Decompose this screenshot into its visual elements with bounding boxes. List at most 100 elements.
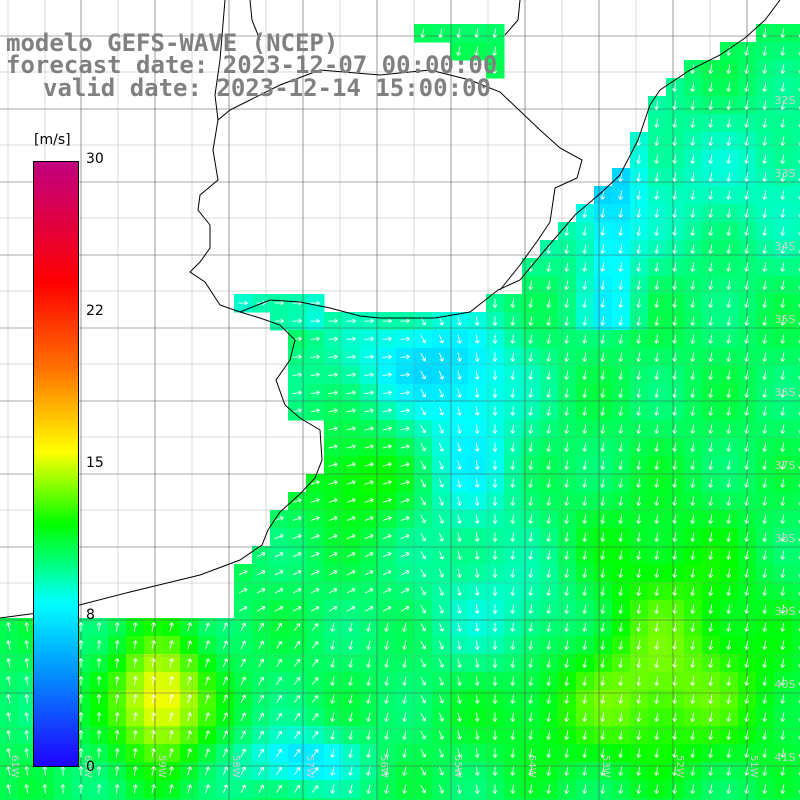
wind-vector-arrow [726, 136, 732, 146]
wind-vector-arrow [726, 406, 732, 416]
wind-vector-arrow [762, 784, 768, 794]
wind-vector-arrow [258, 658, 265, 668]
wind-vector-arrow [293, 640, 301, 649]
wind-speed-cell [792, 402, 800, 421]
wind-vector-arrow [744, 118, 750, 128]
wind-vector-arrow [348, 622, 353, 632]
wind-vector-arrow [600, 280, 606, 290]
wind-vector-arrow [400, 516, 410, 521]
wind-vector-arrow [311, 659, 319, 667]
wind-vector-arrow [222, 712, 229, 722]
wind-vector-arrow [346, 462, 356, 467]
wind-vector-arrow [528, 604, 534, 614]
wind-vector-arrow [328, 462, 338, 467]
wind-vector-arrow [204, 766, 210, 776]
wind-vector-arrow [510, 352, 516, 362]
wind-vector-arrow [726, 82, 732, 92]
wind-vector-arrow [636, 334, 642, 344]
wind-vector-arrow [492, 460, 498, 470]
wind-vector-arrow [708, 280, 714, 290]
wind-vector-arrow [457, 352, 462, 362]
wind-vector-arrow [510, 460, 516, 470]
wind-vector-arrow [276, 622, 283, 632]
wind-vector-arrow [420, 676, 427, 686]
wind-vector-arrow [762, 532, 768, 542]
wind-vector-arrow [420, 604, 427, 614]
wind-vector-arrow [528, 712, 534, 722]
wind-vector-arrow [600, 298, 606, 308]
wind-vector-arrow [528, 460, 534, 470]
wind-vector-arrow [690, 388, 696, 398]
wind-vector-arrow [654, 532, 660, 542]
wind-vector-arrow [457, 586, 462, 596]
wind-vector-arrow [346, 516, 356, 521]
wind-vector-arrow [618, 766, 624, 776]
wind-vector-arrow [187, 766, 192, 776]
wind-vector-arrow [474, 694, 480, 704]
wind-vector-arrow [708, 658, 714, 668]
wind-speed-cell [792, 762, 800, 781]
wind-vector-arrow [293, 658, 301, 667]
wind-speed-cell [432, 798, 451, 800]
wind-vector-arrow [457, 730, 462, 740]
wind-speed-cell [414, 798, 433, 800]
wind-vector-arrow [528, 622, 534, 632]
wind-vector-arrow [510, 676, 516, 686]
wind-vector-arrow [582, 298, 588, 308]
wind-vector-arrow [310, 318, 320, 324]
wind-vector-arrow [364, 462, 374, 467]
wind-vector-arrow [438, 388, 444, 398]
wind-vector-arrow [457, 460, 462, 470]
wind-vector-arrow [672, 658, 678, 668]
wind-vector-arrow [438, 640, 444, 650]
wind-vector-arrow [402, 640, 407, 650]
wind-speed-cell [252, 798, 271, 800]
wind-vector-arrow [169, 640, 174, 650]
wind-vector-arrow [546, 532, 552, 542]
wind-vector-arrow [474, 406, 480, 416]
wind-vector-arrow [654, 478, 660, 488]
wind-vector-arrow [222, 694, 229, 704]
wind-vector-arrow [546, 676, 552, 686]
wind-vector-arrow [240, 694, 247, 704]
wind-vector-arrow [618, 424, 624, 434]
wind-vector-arrow [636, 244, 642, 254]
wind-speed-cell [342, 798, 361, 800]
wind-vector-arrow [438, 658, 444, 668]
wind-vector-arrow [780, 604, 786, 614]
wind-vector-arrow [780, 766, 786, 776]
wind-vector-arrow [456, 46, 462, 56]
wind-vector-arrow [582, 370, 588, 380]
wind-vector-arrow [238, 300, 248, 306]
wind-vector-arrow [6, 766, 11, 776]
wind-vector-arrow [672, 370, 678, 380]
wind-vector-arrow [402, 730, 407, 740]
wind-vector-arrow [274, 516, 284, 521]
wind-vector-arrow [780, 334, 786, 344]
wind-vector-arrow [256, 569, 266, 576]
wind-vector-arrow [726, 172, 732, 182]
wind-vector-arrow [654, 154, 660, 164]
wind-vector-arrow [402, 712, 407, 722]
wind-vector-arrow [528, 424, 534, 434]
wind-vector-arrow [690, 406, 696, 416]
wind-vector-arrow [600, 550, 606, 560]
wind-vector-arrow [78, 640, 84, 650]
wind-vector-arrow [672, 226, 678, 236]
wind-vector-arrow [222, 676, 229, 686]
wind-speed-cell [792, 330, 800, 349]
wind-vector-arrow [346, 426, 356, 431]
wind-vector-arrow [330, 622, 335, 632]
wind-vector-arrow [364, 336, 374, 342]
wind-vector-arrow [510, 496, 516, 506]
wind-vector-arrow [654, 442, 660, 452]
wind-vector-arrow [780, 784, 786, 794]
wind-vector-arrow [456, 28, 462, 38]
wind-vector-arrow [292, 552, 302, 558]
wind-vector-arrow [564, 694, 570, 704]
wind-vector-arrow [672, 262, 678, 272]
wind-vector-arrow [78, 766, 84, 776]
wind-vector-arrow [546, 334, 552, 344]
wind-vector-arrow [618, 676, 624, 686]
wind-vector-arrow [762, 316, 768, 326]
